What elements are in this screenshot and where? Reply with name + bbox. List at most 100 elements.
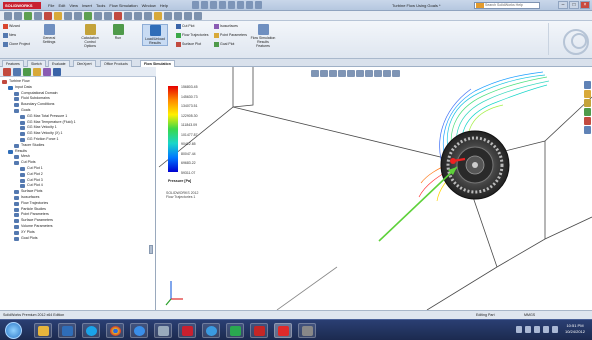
- tab-features[interactable]: Features: [2, 60, 24, 67]
- open-icon[interactable]: [201, 1, 208, 9]
- tree-node[interactable]: GG Max Velocity (X) 1: [20, 131, 152, 137]
- report-icon[interactable]: [194, 12, 202, 20]
- apply-scene-icon[interactable]: [383, 70, 391, 77]
- ribbon-general-settings[interactable]: General Settings: [38, 24, 60, 44]
- custom-properties-icon[interactable]: [584, 126, 591, 134]
- display-style-icon[interactable]: [356, 70, 364, 77]
- print-icon[interactable]: [219, 1, 226, 9]
- zoom-to-fit-icon[interactable]: [311, 70, 319, 77]
- table-icon[interactable]: [124, 12, 132, 20]
- undo-icon[interactable]: [228, 1, 235, 9]
- menu-file[interactable]: File: [48, 3, 55, 8]
- panel-splitter-handle[interactable]: [149, 245, 153, 254]
- ribbon-clone[interactable]: Clone Project: [3, 42, 30, 47]
- previous-view-icon[interactable]: [329, 70, 337, 77]
- rebuild-icon[interactable]: [246, 1, 253, 9]
- view-orientation-icon[interactable]: [347, 70, 355, 77]
- menu-tools[interactable]: Tools: [95, 3, 106, 8]
- tree-node[interactable]: Cut Plot 1: [20, 166, 152, 172]
- surface-plot-icon[interactable]: [104, 12, 112, 20]
- menu-window[interactable]: Window: [141, 3, 156, 8]
- results-icon[interactable]: [84, 12, 92, 20]
- menu-edit[interactable]: Edit: [58, 3, 66, 8]
- taskbar-skype[interactable]: [82, 323, 100, 338]
- tab-office-products[interactable]: Office Products: [100, 60, 132, 67]
- tree-node[interactable]: Results: [8, 149, 152, 155]
- search-input[interactable]: Search SolidWorks Help: [474, 2, 540, 9]
- view-palette-icon[interactable]: [584, 108, 591, 116]
- menu-help[interactable]: Help: [159, 3, 169, 8]
- power-icon[interactable]: [552, 326, 558, 333]
- tree-node[interactable]: Volume Parameters: [14, 224, 152, 230]
- tree-node[interactable]: Point Parameters: [14, 212, 152, 218]
- volume-icon[interactable]: [543, 326, 549, 333]
- ribbon-results-features[interactable]: Flow Simulation Results Features: [250, 24, 276, 48]
- taskbar-itunes[interactable]: [130, 323, 148, 338]
- cut-plot-icon[interactable]: [94, 12, 102, 20]
- taskbar-media-player[interactable]: [226, 323, 244, 338]
- tree-node[interactable]: Surface Plots: [14, 189, 152, 195]
- flow-analysis-tree-icon[interactable]: [53, 68, 61, 76]
- tree-node[interactable]: Flow Trajectories: [14, 201, 152, 207]
- show-icon[interactable]: [144, 12, 152, 20]
- tree-node[interactable]: Fluid Subdomains: [14, 96, 152, 102]
- ribbon-surface-plot[interactable]: Surface Plot: [176, 42, 201, 47]
- menu-insert[interactable]: Insert: [81, 3, 92, 8]
- probe-icon[interactable]: [184, 12, 192, 20]
- flag-icon[interactable]: [534, 326, 540, 333]
- tree-node[interactable]: Cut Plot 4: [20, 183, 152, 189]
- light-icon[interactable]: [54, 12, 62, 20]
- maximize-button[interactable]: □: [569, 1, 579, 9]
- ribbon-calc-control[interactable]: Calculation Control Options: [78, 24, 102, 48]
- section-icon[interactable]: [64, 12, 72, 20]
- tree-node[interactable]: Computational Domain: [14, 91, 152, 97]
- ribbon-cut-plot[interactable]: Cut Plot: [176, 24, 194, 29]
- tree-node[interactable]: GG Max Velocity 1: [20, 125, 152, 131]
- taskbar-media[interactable]: [58, 323, 76, 338]
- ribbon-load-results[interactable]: Load/Unload Results: [142, 24, 168, 46]
- menu-flow-simulation[interactable]: Flow Simulation: [109, 3, 138, 8]
- start-button[interactable]: [5, 322, 22, 339]
- tree-node[interactable]: Surface Parameters: [14, 218, 152, 224]
- zoom-icon[interactable]: [4, 12, 12, 20]
- stop-icon[interactable]: [44, 12, 52, 20]
- tree-node[interactable]: Tracer Studies: [14, 143, 152, 149]
- new-icon[interactable]: [192, 1, 199, 9]
- ribbon-flow-trajectories[interactable]: Flow Trajectories: [176, 33, 208, 38]
- solidworks-logo[interactable]: SOLIDWORKS: [3, 2, 41, 9]
- tree-node[interactable]: Goals: [14, 108, 152, 114]
- section-view-icon[interactable]: [338, 70, 346, 77]
- trajectory-icon[interactable]: [154, 12, 162, 20]
- select-icon[interactable]: [237, 1, 244, 9]
- taskbar-ie[interactable]: [202, 323, 220, 338]
- options-icon[interactable]: [255, 1, 262, 9]
- tab-flow-simulation[interactable]: Flow Simulation: [140, 60, 175, 67]
- tab-evaluate[interactable]: Evaluate: [48, 60, 70, 67]
- taskbar-acrobat[interactable]: [250, 323, 268, 338]
- taskbar-chrome[interactable]: [106, 323, 124, 338]
- tree-node[interactable]: GG Friction Force 1: [20, 137, 152, 143]
- tree-node[interactable]: Cut Plot 2: [20, 172, 152, 178]
- network-icon[interactable]: [525, 326, 531, 333]
- ribbon-wizard[interactable]: Wizard: [3, 24, 20, 29]
- minimize-button[interactable]: –: [558, 1, 568, 9]
- tree-node[interactable]: Turbine Flow: [2, 79, 152, 85]
- taskbar-solidworks-explorer[interactable]: [178, 323, 196, 338]
- tab-dimxpert[interactable]: DimXpert: [73, 60, 96, 67]
- file-explorer-icon[interactable]: [584, 99, 591, 107]
- tree-node[interactable]: XY Plots: [14, 230, 152, 236]
- display-manager-icon[interactable]: [43, 68, 51, 76]
- dimxpert-icon[interactable]: [33, 68, 41, 76]
- tree-node[interactable]: Input Data: [8, 85, 152, 91]
- tree-node[interactable]: Particle Studies: [14, 207, 152, 213]
- mesh-icon[interactable]: [174, 12, 182, 20]
- view-settings-icon[interactable]: [392, 70, 400, 77]
- tray-up-icon[interactable]: [516, 326, 522, 333]
- appearances-icon[interactable]: [584, 117, 591, 125]
- taskbar-solidworks[interactable]: [274, 323, 292, 338]
- view-icon[interactable]: [34, 12, 42, 20]
- menu-view[interactable]: View: [69, 3, 78, 8]
- ribbon-goal-plot[interactable]: Goal Plot: [214, 42, 234, 47]
- tree-node[interactable]: Boundary Conditions: [14, 102, 152, 108]
- save-icon[interactable]: [210, 1, 217, 9]
